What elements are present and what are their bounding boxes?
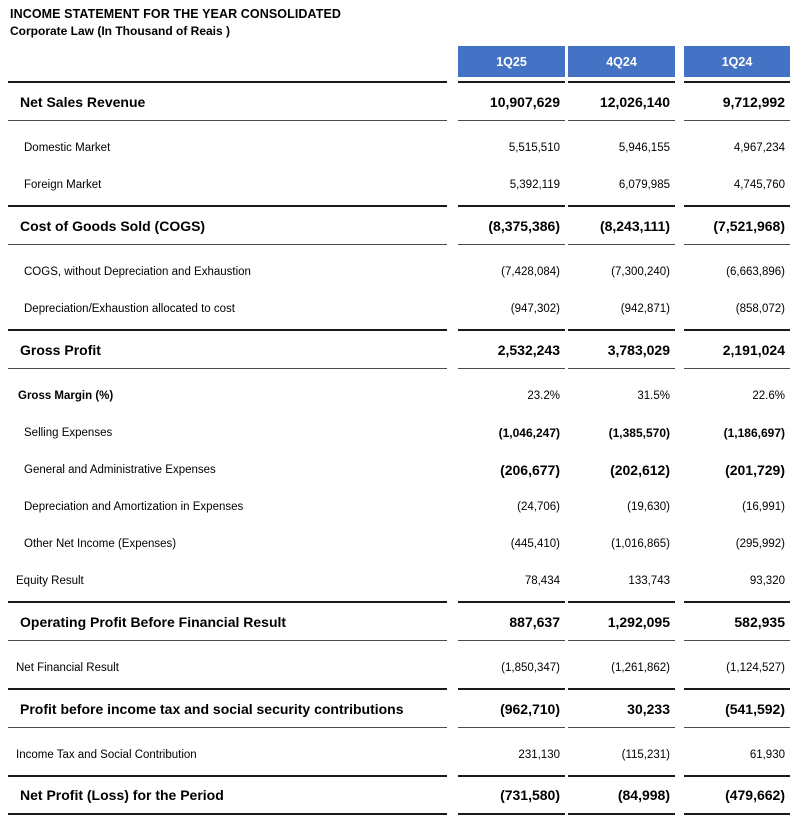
- cell-value-1q24: 9,712,992: [684, 81, 790, 121]
- cell-value-4q24: 3,783,029: [568, 329, 675, 369]
- cell-value-1q25: (1,850,347): [501, 661, 560, 674]
- cell-value-1q25: 887,637: [458, 601, 565, 641]
- cell-value-1q25: 10,907,629: [458, 81, 565, 121]
- cell-value-1q25: (445,410): [510, 537, 560, 550]
- row-label: Net Profit (Loss) for the Period: [8, 775, 447, 815]
- statement-table: Net Sales Revenue 10,907,629 12,026,140 …: [0, 81, 794, 815]
- cell-value-1q24: (541,592): [684, 688, 790, 728]
- row-label: Depreciation and Amortization in Expense…: [24, 500, 244, 513]
- cell-value-1q24: 4,967,234: [733, 141, 785, 154]
- table-row: Depreciation and Amortization in Expense…: [0, 488, 794, 525]
- cell-value-1q24: (858,072): [735, 302, 785, 315]
- row-label: Gross Margin (%): [18, 389, 114, 402]
- cell-value-4q24: (115,231): [621, 748, 670, 761]
- report-title: INCOME STATEMENT FOR THE YEAR CONSOLIDAT…: [10, 7, 342, 21]
- column-header-1q24: 1Q24: [684, 46, 790, 77]
- cell-value-1q24: 582,935: [684, 601, 790, 641]
- cell-value-1q25: (962,710): [458, 688, 565, 728]
- cell-value-1q25: 5,515,510: [508, 141, 560, 154]
- cell-value-1q25: (7,428,084): [501, 265, 560, 278]
- cell-value-1q25: 78,434: [524, 574, 560, 587]
- cell-value-1q25: (8,375,386): [458, 205, 565, 245]
- cell-value-1q25: (1,046,247): [498, 425, 560, 440]
- cell-value-1q25: 5,392,119: [509, 178, 560, 191]
- table-row: Profit before income tax and social secu…: [0, 688, 794, 728]
- cell-value-4q24: (1,261,862): [611, 661, 670, 674]
- cell-value-4q24: (1,016,865): [611, 537, 670, 550]
- row-label: Equity Result: [16, 574, 84, 587]
- cell-value-4q24: 31.5%: [637, 389, 670, 402]
- cell-value-1q24: 2,191,024: [684, 329, 790, 369]
- row-label: Gross Profit: [8, 329, 447, 369]
- cell-value-4q24: 6,079,985: [618, 178, 670, 191]
- cell-value-1q24: 61,930: [749, 748, 785, 761]
- table-row: Depreciation/Exhaustion allocated to cos…: [0, 290, 794, 327]
- row-label: Cost of Goods Sold (COGS): [8, 205, 447, 245]
- cell-value-1q24: (295,992): [735, 537, 785, 550]
- cell-value-1q24: 4,745,760: [733, 178, 785, 191]
- cell-value-4q24: (202,612): [610, 461, 670, 478]
- cell-value-1q24: 93,320: [749, 574, 785, 587]
- cell-value-4q24: 30,233: [568, 688, 675, 728]
- cell-value-4q24: (942,871): [620, 302, 670, 315]
- header-spacer: [8, 46, 447, 77]
- cell-value-1q24: (1,186,697): [723, 425, 785, 440]
- row-label: COGS, without Depreciation and Exhaustio…: [24, 265, 251, 278]
- table-row: Other Net Income (Expenses) (445,410) (1…: [0, 525, 794, 562]
- table-row: Cost of Goods Sold (COGS) (8,375,386) (8…: [0, 205, 794, 245]
- cell-value-1q25: 23.2%: [527, 389, 560, 402]
- table-row: COGS, without Depreciation and Exhaustio…: [0, 253, 794, 290]
- table-row: Foreign Market 5,392,119 6,079,985 4,745…: [0, 166, 794, 203]
- cell-value-4q24: (84,998): [568, 775, 675, 815]
- row-label: Operating Profit Before Financial Result: [8, 601, 447, 641]
- cell-value-1q25: (206,677): [500, 461, 560, 478]
- cell-value-1q24: (1,124,527): [726, 661, 785, 674]
- row-label: Net Sales Revenue: [8, 81, 447, 121]
- table-row: Domestic Market 5,515,510 5,946,155 4,96…: [0, 129, 794, 166]
- cell-value-4q24: 1,292,095: [568, 601, 675, 641]
- cell-value-4q24: (19,630): [627, 500, 670, 513]
- cell-value-1q25: 231,130: [518, 748, 560, 761]
- cell-value-1q24: (201,729): [725, 461, 785, 478]
- cell-value-4q24: (7,300,240): [611, 265, 670, 278]
- cell-value-4q24: 5,946,155: [618, 141, 670, 154]
- table-row: General and Administrative Expenses (206…: [0, 451, 794, 488]
- table-row: Net Financial Result (1,850,347) (1,261,…: [0, 649, 794, 686]
- cell-value-1q24: (7,521,968): [684, 205, 790, 245]
- cell-value-1q25: (947,302): [510, 302, 560, 315]
- cell-value-4q24: (1,385,570): [608, 425, 670, 440]
- cell-value-4q24: 133,743: [628, 574, 670, 587]
- cell-value-4q24: (8,243,111): [568, 205, 675, 245]
- row-label: General and Administrative Expenses: [24, 463, 216, 476]
- cell-value-4q24: 12,026,140: [568, 81, 675, 121]
- row-label: Selling Expenses: [24, 426, 113, 439]
- cell-value-1q24: (6,663,896): [726, 265, 785, 278]
- table-row: Gross Profit 2,532,243 3,783,029 2,191,0…: [0, 329, 794, 369]
- cell-value-1q25: 2,532,243: [458, 329, 565, 369]
- cell-value-1q24: 22.6%: [752, 389, 785, 402]
- table-row: Income Tax and Social Contribution 231,1…: [0, 736, 794, 773]
- table-row: Gross Margin (%) 23.2% 31.5% 22.6%: [0, 377, 794, 414]
- cell-value-1q25: (731,580): [458, 775, 565, 815]
- report-subtitle: Corporate Law (In Thousand of Reais ): [10, 24, 231, 38]
- cell-value-1q25: (24,706): [517, 500, 560, 513]
- column-header-1q25: 1Q25: [458, 46, 565, 77]
- table-row: Equity Result 78,434 133,743 93,320: [0, 562, 794, 599]
- table-row: Net Sales Revenue 10,907,629 12,026,140 …: [0, 81, 794, 121]
- row-label: Domestic Market: [24, 141, 111, 154]
- cell-value-1q24: (16,991): [742, 500, 785, 513]
- row-label: Net Financial Result: [16, 661, 119, 674]
- row-label: Profit before income tax and social secu…: [8, 688, 447, 728]
- cell-value-1q24: (479,662): [684, 775, 790, 815]
- column-header-row: 1Q25 4Q24 1Q24: [0, 46, 794, 77]
- row-label: Depreciation/Exhaustion allocated to cos…: [24, 302, 235, 315]
- table-row: Net Profit (Loss) for the Period (731,58…: [0, 775, 794, 815]
- row-label: Foreign Market: [24, 178, 102, 191]
- row-label: Other Net Income (Expenses): [24, 537, 177, 550]
- column-header-4q24: 4Q24: [568, 46, 675, 77]
- table-row: Operating Profit Before Financial Result…: [0, 601, 794, 641]
- table-row: Selling Expenses (1,046,247) (1,385,570)…: [0, 414, 794, 451]
- row-label: Income Tax and Social Contribution: [16, 748, 197, 761]
